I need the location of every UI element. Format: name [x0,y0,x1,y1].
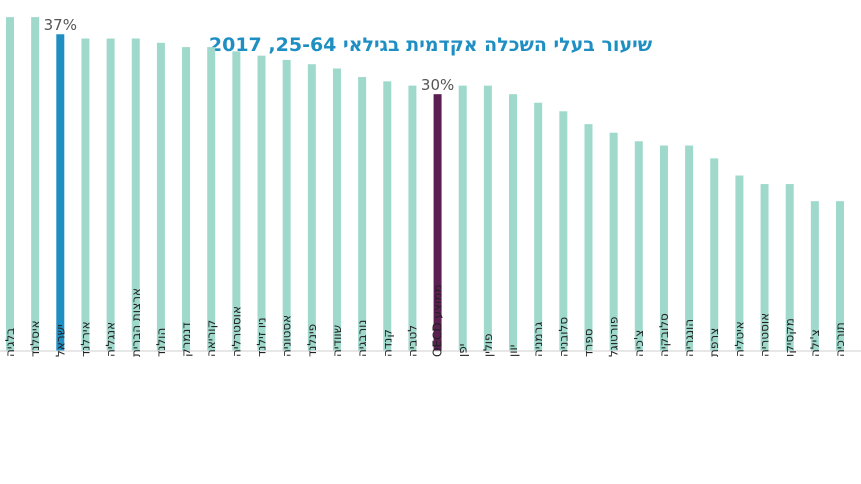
bar-28 [131,38,140,352]
category-label-33: בלגיה [3,328,17,357]
bar-21 [307,64,316,352]
chart-title: שיעור בעלי השכלה אקדמית בגילאי 25-64, 20… [208,34,653,56]
category-label-20: שוודיה [330,325,344,357]
category-label-15: יפן [456,344,470,357]
category-label-13: יוון [506,345,520,358]
category-label-1: צ'ילה [808,329,822,357]
category-label-18: קנדה [380,329,394,357]
category-label-9: פורטוגל [607,317,621,357]
bar-6 [685,145,694,351]
category-label-27: הולנד [154,328,168,357]
bar-26 [182,47,191,352]
bar-15 [458,85,467,352]
bar-11 [559,111,568,351]
data-label-16: 30% [421,76,454,94]
category-label-30: אירלנד [78,321,92,357]
category-label-16: ממוצע OECD [431,284,445,357]
bar-5 [710,158,719,351]
bar-9 [609,132,618,351]
category-label-2: מקסיקו [783,318,797,357]
bar-22 [282,59,291,352]
bar-13 [509,94,518,352]
category-label-17: לטביה [405,325,419,357]
category-label-25: קוריאה [204,320,218,357]
bars-group [6,17,844,352]
bar-2 [785,184,794,351]
category-label-4: איטליה [732,321,746,357]
category-label-10: ספרד [581,328,595,357]
category-label-26: דנמרק [179,322,193,357]
bar-7 [659,145,668,351]
bar-20 [332,68,341,352]
bar-17 [408,85,417,352]
bar-24 [232,51,241,352]
bar-30 [81,38,90,352]
bar-19 [358,77,367,352]
bar-0 [836,201,844,351]
bar-8 [634,141,643,351]
bar-31 [56,34,65,352]
category-label-29: אנגליה [104,322,118,357]
category-label-28: ארצות הברית [129,288,143,357]
bar-27 [156,42,165,352]
category-label-23: ניו זילנד [255,317,269,357]
category-label-19: נורבגיה [355,320,369,357]
category-label-3: אוסטריה [758,313,772,357]
category-label-6: הונגריה [682,319,696,357]
bar-25 [207,47,216,352]
category-label-24: אוסטרליה [229,306,243,357]
category-label-5: צרפת [707,328,721,357]
bar-3 [760,184,769,351]
category-label-7: סלובקיה [657,313,671,357]
category-label-0: תורכיה [833,322,847,357]
data-label-31: 37% [44,16,77,34]
bar-10 [584,124,593,351]
category-label-8: צ'כיה [632,330,646,357]
category-label-21: פינלנד [305,324,319,357]
bar-4 [735,175,744,351]
category-label-14: פולין [481,333,495,357]
bar-1 [810,201,819,351]
category-label-11: סלובניה [556,317,570,357]
category-labels-group: תורכיה צ'ילה מקסיקו אוסטריה איטליה צרפת הונגרי… [3,284,847,357]
value-labels-group: 30% 37% [44,16,455,94]
bar-12 [534,102,543,351]
bar-18 [383,81,392,351]
category-label-32: איסלנד [28,320,42,357]
category-label-31: ישראל [53,324,67,357]
category-label-22: אסטוניה [280,315,294,357]
bar-29 [106,38,115,352]
bar-23 [257,55,266,352]
bar-32 [31,17,40,352]
category-label-12: גרמניה [531,322,545,357]
bar-33 [6,17,14,352]
bar-14 [483,85,492,352]
bar-16 [433,94,442,352]
